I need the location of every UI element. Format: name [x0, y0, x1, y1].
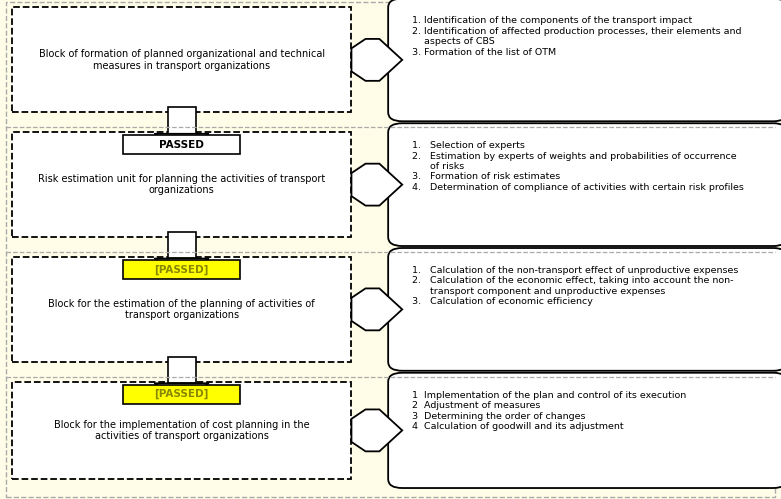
FancyBboxPatch shape: [388, 0, 781, 121]
Polygon shape: [167, 232, 195, 258]
Text: 1.   Selection of experts
2.   Estimation by experts of weights and probabilitie: 1. Selection of experts 2. Estimation by…: [412, 141, 744, 192]
Text: 1  Implementation of the plan and control of its execution
2  Adjustment of meas: 1 Implementation of the plan and control…: [412, 391, 686, 431]
Text: Block for the estimation of the planning of activities of
transport organization: Block for the estimation of the planning…: [48, 298, 315, 320]
FancyBboxPatch shape: [123, 385, 241, 404]
Text: 1.   Calculation of the non-transport effect of unproductive expenses
2.   Calcu: 1. Calculation of the non-transport effe…: [412, 266, 738, 306]
FancyBboxPatch shape: [388, 123, 781, 246]
Polygon shape: [167, 357, 195, 383]
Polygon shape: [351, 39, 402, 81]
Polygon shape: [154, 134, 209, 150]
Polygon shape: [351, 409, 402, 452]
Text: [PASSED]: [PASSED]: [155, 389, 209, 399]
FancyBboxPatch shape: [12, 132, 351, 237]
Text: Risk estimation unit for planning the activities of transport
organizations: Risk estimation unit for planning the ac…: [38, 174, 325, 196]
Polygon shape: [167, 107, 195, 134]
FancyBboxPatch shape: [123, 260, 241, 279]
Text: PASSED: PASSED: [159, 140, 204, 150]
FancyBboxPatch shape: [123, 135, 241, 154]
Text: 1. Identification of the components of the transport impact
2. Identification of: 1. Identification of the components of t…: [412, 16, 741, 57]
FancyBboxPatch shape: [12, 382, 351, 479]
Polygon shape: [351, 288, 402, 330]
Polygon shape: [154, 383, 209, 399]
FancyBboxPatch shape: [12, 7, 351, 112]
FancyBboxPatch shape: [12, 257, 351, 362]
Text: Block of formation of planned organizational and technical
measures in transport: Block of formation of planned organizati…: [38, 49, 325, 71]
Text: Block for the implementation of cost planning in the
activities of transport org: Block for the implementation of cost pla…: [54, 420, 309, 441]
FancyBboxPatch shape: [388, 373, 781, 488]
Polygon shape: [154, 258, 209, 274]
Polygon shape: [351, 164, 402, 206]
FancyBboxPatch shape: [388, 248, 781, 371]
Text: [PASSED]: [PASSED]: [155, 264, 209, 274]
